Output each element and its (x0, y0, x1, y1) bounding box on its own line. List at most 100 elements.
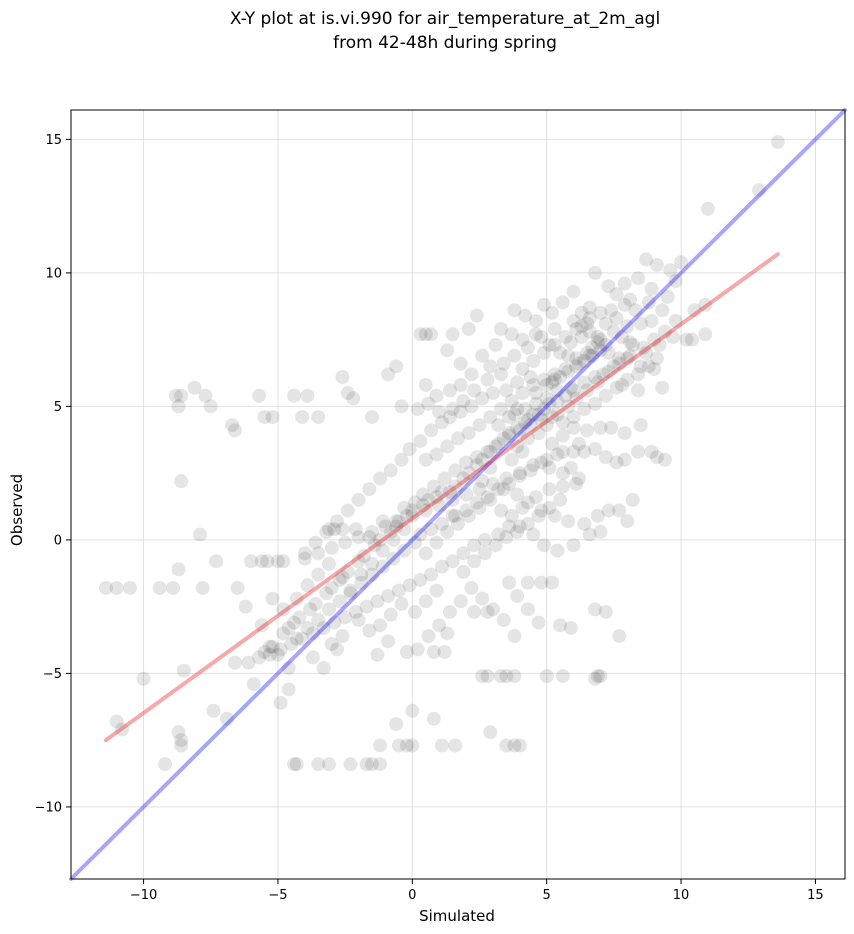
scatter-point (494, 402, 508, 417)
scatter-point (550, 543, 565, 558)
scatter-point (281, 621, 296, 636)
scatter-point (305, 650, 320, 665)
scatter-point (300, 578, 315, 593)
scatter-point (308, 535, 323, 550)
scatter-point (453, 356, 468, 371)
scatter-point (571, 436, 586, 451)
scatter-point (340, 503, 355, 518)
scatter-point (510, 487, 525, 502)
scatter-point (684, 332, 699, 347)
scatter-point (631, 444, 646, 459)
scatter-point (542, 482, 557, 497)
scatter-point (475, 474, 490, 489)
scatter-point (456, 546, 471, 561)
scatter-point (281, 682, 296, 697)
scatter-point (657, 452, 672, 467)
scatter-point (418, 378, 433, 393)
x-tick-label: 0 (408, 888, 416, 903)
scatter-point (330, 514, 345, 529)
scatter-point (647, 332, 662, 347)
scatter-point (537, 297, 551, 312)
scatter-point (319, 586, 334, 601)
scatter-point (510, 375, 525, 390)
scatter-point (370, 594, 385, 609)
scatter-point (426, 645, 441, 660)
scatter-point (539, 452, 554, 467)
scatter-point (534, 329, 549, 344)
scatter-point (383, 607, 398, 622)
scatter-point (424, 423, 439, 438)
scatter-point (507, 303, 522, 318)
scatter-point (324, 637, 339, 652)
scatter-point (477, 546, 492, 561)
scatter-point (322, 757, 336, 772)
scatter-point (499, 669, 514, 684)
scatter-point (547, 508, 562, 523)
scatter-point (698, 297, 713, 312)
scatter-point (491, 482, 506, 497)
scatter-point (553, 345, 568, 360)
scatter-point (445, 554, 460, 569)
scatter-point (593, 332, 608, 347)
x-tick-label: −10 (130, 888, 157, 903)
scatter-point (365, 567, 379, 582)
scatter-point (494, 503, 508, 518)
scatter-point (410, 402, 425, 417)
scatter-point (354, 575, 369, 590)
scatter-point (580, 316, 594, 331)
scatter-point (580, 345, 594, 360)
scatter-point (273, 642, 288, 657)
scatter-point (402, 578, 417, 593)
scatter-point (515, 332, 530, 347)
scatter-point (504, 327, 519, 342)
scatter-point (397, 500, 412, 515)
scatter-point (644, 281, 659, 296)
scatter-point (346, 391, 361, 406)
scatter-point (499, 471, 514, 486)
scatter-point (445, 508, 460, 523)
scatter-point (365, 524, 379, 539)
scatter-point (488, 439, 503, 454)
scatter-point (623, 348, 637, 363)
scatter-point (418, 503, 433, 518)
scatter-point (453, 594, 468, 609)
scatter-point (174, 474, 189, 489)
scatter-point (289, 757, 304, 772)
scatter-point (625, 337, 640, 352)
scatter-point (459, 455, 474, 470)
scatter-point (195, 580, 210, 595)
scatter-point (515, 444, 530, 459)
scatter-point (378, 519, 393, 534)
scatter-point (373, 757, 388, 772)
scatter-point (553, 370, 568, 385)
scatter-point (219, 711, 234, 726)
scatter-point (496, 612, 511, 627)
scatter-point (483, 492, 498, 507)
scatter-point (539, 391, 554, 406)
scatter-point (98, 580, 113, 595)
scatter-point (252, 388, 267, 403)
scatter-point (203, 399, 218, 414)
scatter-point (577, 375, 592, 390)
scatter-point (494, 321, 508, 336)
scatter-point (534, 575, 549, 590)
scatter-point (193, 527, 207, 542)
scatter-point (241, 655, 256, 670)
scatter-point (262, 647, 277, 662)
scatter-point (448, 479, 463, 494)
scatter-point (152, 580, 167, 595)
scatter-point (461, 508, 476, 523)
scatter-point (488, 337, 503, 352)
scatter-point (399, 738, 414, 753)
scatter-point (389, 359, 404, 374)
scatter-point (405, 738, 420, 753)
scatter-point (510, 402, 525, 417)
scatter-point (351, 530, 366, 545)
scatter-point (451, 516, 465, 531)
scatter-point (770, 135, 785, 150)
scatter-point (399, 645, 414, 660)
scatter-point (534, 455, 549, 470)
scatter-point (340, 386, 355, 401)
scatter-point (440, 524, 455, 539)
